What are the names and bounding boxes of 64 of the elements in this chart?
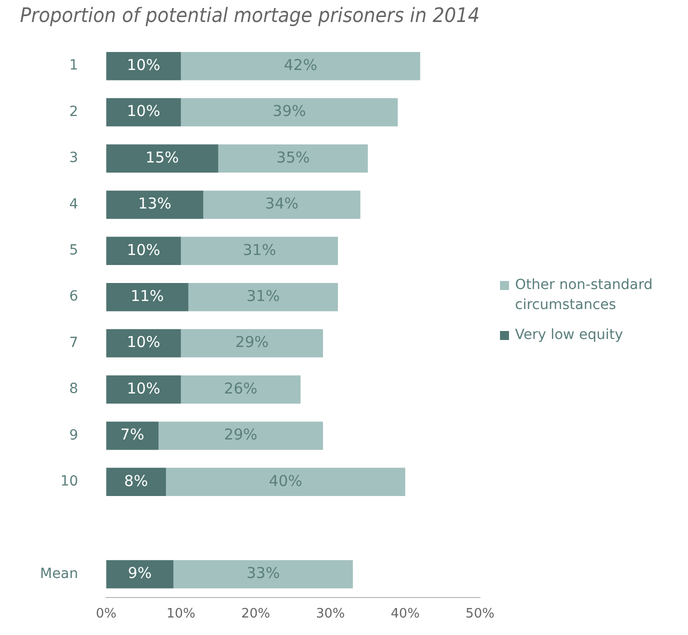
- x-tick-label: 0%: [96, 606, 116, 622]
- y-tick-label: 1: [69, 58, 78, 74]
- bar: [180, 236, 338, 266]
- y-tick-label: 5: [69, 242, 78, 259]
- total-label: 35%: [276, 148, 310, 166]
- x-tick-label: 50%: [466, 606, 494, 622]
- total-label: 33%: [246, 564, 280, 582]
- x-tick-label: 30%: [316, 606, 345, 622]
- bar: [218, 144, 368, 173]
- total-label: 29%: [224, 426, 258, 444]
- y-tick-label: 6: [69, 288, 78, 305]
- bar: [203, 190, 360, 219]
- bar: [166, 468, 406, 496]
- bar: [106, 236, 181, 266]
- bar: [106, 468, 166, 496]
- data-label: 10%: [126, 240, 160, 259]
- bar: [106, 282, 188, 312]
- total-label: 31%: [242, 240, 276, 259]
- total-label: 31%: [246, 286, 280, 305]
- bar: [106, 98, 181, 126]
- total-label: 40%: [268, 472, 302, 490]
- legend-label: Other non-standard circumstances: [515, 276, 654, 315]
- data-label: 10%: [126, 379, 160, 398]
- x-tick-label: 20%: [241, 606, 270, 622]
- bar: [173, 560, 353, 588]
- y-tick-label: 3: [69, 150, 78, 166]
- y-tick-label: 2: [69, 104, 78, 120]
- bar: [188, 282, 338, 312]
- data-label: 10%: [126, 102, 160, 120]
- bar: [180, 329, 323, 358]
- legend-label: Very low equity: [515, 326, 623, 345]
- data-label: 11%: [130, 286, 164, 305]
- y-tick-label: 9: [69, 427, 78, 444]
- total-label: 29%: [235, 333, 269, 352]
- bar: [106, 422, 158, 450]
- bar: [106, 144, 218, 173]
- y-tick-label: Mean: [40, 566, 78, 582]
- bar: [106, 52, 181, 80]
- data-label: 15%: [146, 148, 179, 166]
- bar: [106, 329, 181, 358]
- x-tick-label: 40%: [390, 606, 420, 622]
- data-label: 9%: [128, 564, 152, 582]
- y-tick-label: 4: [69, 196, 78, 212]
- y-tick-label: 10: [60, 474, 78, 490]
- data-label: 13%: [138, 194, 172, 213]
- bar: [180, 375, 301, 404]
- total-label: 42%: [284, 56, 318, 74]
- data-label: 8%: [124, 472, 148, 490]
- bar: [158, 422, 323, 450]
- bar: [106, 190, 204, 219]
- data-label: 10%: [126, 56, 160, 74]
- total-label: 39%: [272, 102, 306, 120]
- y-tick-label: 7: [69, 334, 78, 351]
- x-tick-label: 10%: [166, 606, 196, 622]
- total-label: 26%: [224, 379, 258, 398]
- bar: [180, 52, 420, 80]
- bar: [180, 98, 398, 126]
- total-label: 34%: [265, 194, 299, 213]
- bar: [106, 560, 174, 588]
- data-label: 7%: [120, 426, 144, 444]
- y-tick-label: 8: [69, 381, 78, 398]
- data-label: 10%: [126, 333, 160, 352]
- bar: [106, 375, 181, 404]
- chart-title: Proportion of potential mortage prisoners in 2014: [20, 4, 480, 28]
